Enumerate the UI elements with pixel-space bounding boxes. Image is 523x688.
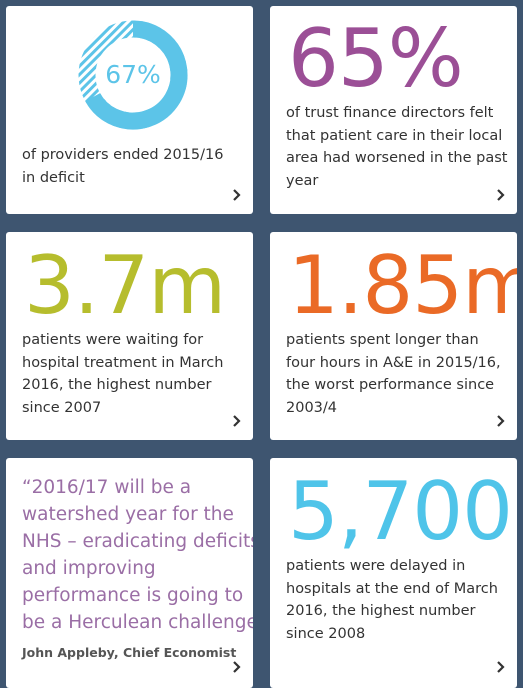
chevron: [233, 661, 241, 673]
card[interactable]: 1.85m patients spent longer than four hou…: [270, 232, 517, 440]
text-line: since 2008: [286, 625, 366, 642]
donut-label: 67%: [105, 60, 161, 89]
chevron: [233, 189, 241, 201]
text-line: 2016, the highest number: [286, 603, 476, 619]
chevron: [497, 189, 505, 201]
text-line: four hours in A&E in 2015/16,: [286, 354, 501, 371]
text-line: patients were delayed in: [286, 558, 466, 574]
card[interactable]: 65% of trust finance directors felt that …: [270, 6, 517, 214]
donut: 67%: [78, 20, 188, 130]
text-line: year: [286, 172, 319, 189]
card-text: of providers ended 2015/16 in deficit: [22, 144, 223, 189]
text-line: NHS – eradicating deficits: [22, 531, 253, 552]
text-line: hospital treatment in March: [22, 354, 224, 371]
text-line: in deficit: [22, 169, 85, 186]
stat: 65%: [288, 12, 464, 105]
text-line: hospitals at the end of March: [286, 580, 498, 597]
donut-arc: [85, 20, 188, 130]
stat: 3.7m: [24, 239, 226, 332]
text-line: watershed year for the: [22, 504, 234, 525]
chevron: [497, 415, 505, 427]
text-line: the worst performance since: [286, 377, 495, 393]
text-line: of providers ended 2015/16: [22, 147, 224, 163]
text-line: performance is going to: [22, 585, 244, 606]
text-line: be a Herculean challenge.”: [22, 612, 253, 633]
stat: 1.85m: [288, 239, 517, 332]
chevron: [497, 661, 505, 673]
chevron: [233, 415, 241, 427]
text-line: 2003/4: [286, 399, 338, 416]
card[interactable]: “2016/17 will be a watershed year for the…: [6, 458, 253, 688]
author: John Appleby, Chief Economist: [22, 645, 237, 660]
text-line: that patient care in their local: [286, 127, 503, 144]
card-text: patients were delayed in hospitals at the…: [286, 555, 498, 645]
card-text: patients were waiting for hospital treatm…: [22, 329, 223, 419]
card-text: patients spent longer than four hours in …: [286, 329, 501, 419]
text-line: “2016/17 will be a: [22, 477, 192, 498]
text-line: area had worsened in the past: [286, 150, 508, 166]
text-line: 2016, the highest number: [22, 377, 212, 393]
text-line: since 2007: [22, 399, 102, 416]
text-line: of trust finance directors felt: [286, 105, 494, 121]
stat: 5,700: [288, 465, 513, 558]
card-text: of trust finance directors felt that pati…: [286, 102, 508, 192]
card[interactable]: 3.7m patients were waiting for hospital t…: [6, 232, 253, 440]
text-line: patients were waiting for: [22, 332, 204, 348]
card[interactable]: 5,700 patients were delayed in hospitals …: [270, 458, 517, 688]
text-line: patients spent longer than: [286, 332, 479, 348]
quote: “2016/17 will be a watershed year for the…: [22, 474, 253, 636]
text-line: and improving: [22, 558, 156, 579]
card[interactable]: 67% of providers ended 2015/16 in deficit: [6, 6, 253, 214]
